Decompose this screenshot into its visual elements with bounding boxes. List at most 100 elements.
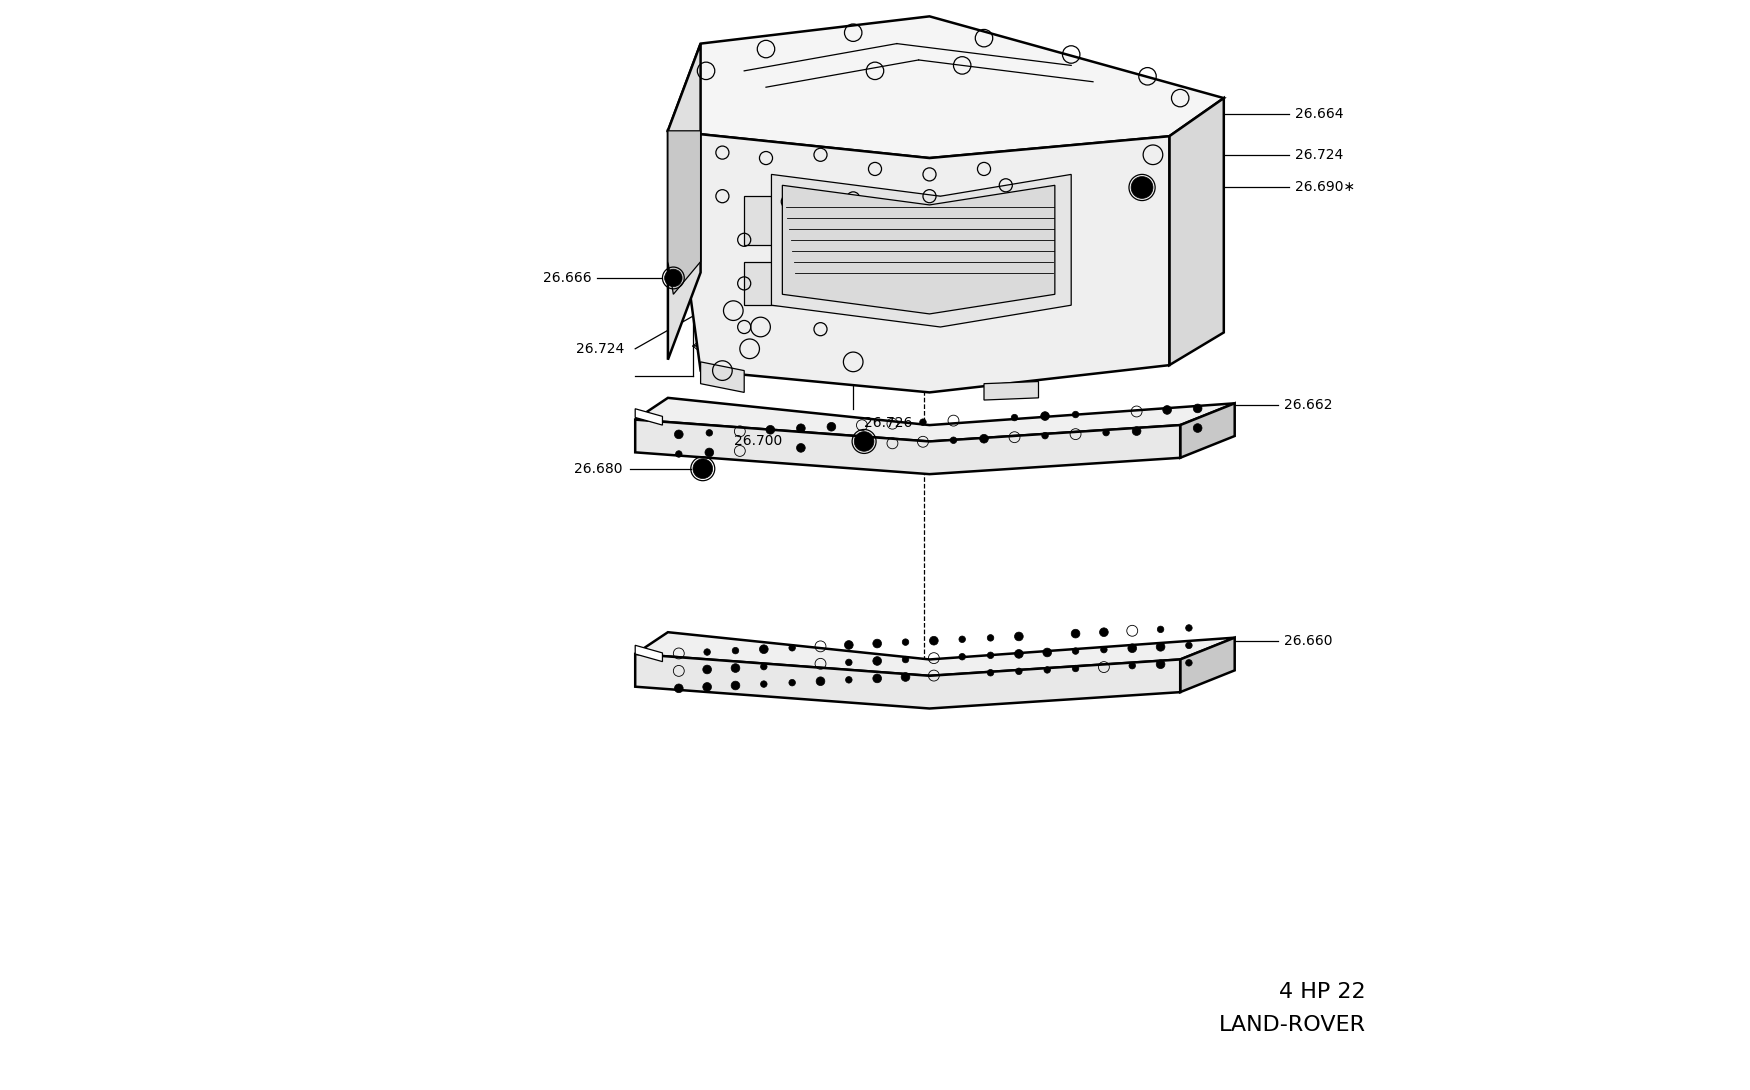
Polygon shape — [635, 409, 663, 425]
Circle shape — [1132, 427, 1141, 436]
Text: 26.662: 26.662 — [1284, 399, 1332, 412]
Text: 26.680: 26.680 — [574, 462, 621, 475]
Circle shape — [674, 431, 682, 439]
Circle shape — [1129, 663, 1136, 669]
Circle shape — [1130, 177, 1153, 198]
Circle shape — [1157, 626, 1164, 632]
Circle shape — [704, 649, 710, 655]
Circle shape — [1045, 667, 1050, 674]
Circle shape — [1015, 668, 1022, 675]
Polygon shape — [668, 16, 1223, 158]
Circle shape — [796, 444, 805, 452]
Circle shape — [980, 435, 989, 444]
Circle shape — [676, 451, 682, 458]
Circle shape — [1186, 659, 1192, 666]
Circle shape — [950, 437, 957, 444]
Polygon shape — [635, 632, 1236, 676]
Circle shape — [845, 677, 852, 683]
Circle shape — [828, 423, 836, 432]
Circle shape — [705, 448, 714, 457]
Circle shape — [1073, 665, 1078, 671]
Circle shape — [903, 639, 908, 645]
Text: 26.660: 26.660 — [1284, 634, 1332, 647]
Circle shape — [732, 664, 740, 673]
Circle shape — [761, 681, 766, 688]
Circle shape — [858, 440, 866, 449]
Circle shape — [1157, 642, 1166, 651]
Polygon shape — [668, 131, 1169, 392]
Polygon shape — [1169, 98, 1223, 365]
Circle shape — [796, 424, 805, 433]
Circle shape — [1043, 649, 1052, 657]
Bar — [744, 262, 984, 305]
Text: 26.724: 26.724 — [576, 342, 625, 355]
Polygon shape — [635, 654, 1180, 708]
Circle shape — [959, 654, 966, 661]
Circle shape — [845, 641, 854, 650]
Circle shape — [704, 682, 712, 691]
Circle shape — [1015, 632, 1024, 641]
Polygon shape — [668, 131, 700, 294]
Circle shape — [845, 659, 852, 666]
Text: 26.666: 26.666 — [542, 271, 592, 284]
Polygon shape — [668, 44, 700, 360]
Circle shape — [693, 459, 712, 479]
Polygon shape — [635, 398, 1236, 441]
Text: 26.690∗: 26.690∗ — [1295, 181, 1354, 194]
Text: 26.724: 26.724 — [1295, 148, 1342, 161]
Circle shape — [854, 432, 873, 451]
Circle shape — [1011, 414, 1018, 421]
Circle shape — [1099, 628, 1108, 637]
Polygon shape — [772, 174, 1071, 327]
Circle shape — [987, 634, 994, 641]
Text: LAND-ROVER: LAND-ROVER — [1218, 1015, 1365, 1034]
Circle shape — [732, 681, 740, 690]
Circle shape — [1073, 647, 1078, 654]
Circle shape — [1194, 404, 1202, 413]
Circle shape — [766, 425, 775, 434]
Circle shape — [1041, 412, 1050, 421]
Circle shape — [920, 419, 926, 425]
Circle shape — [1129, 644, 1136, 653]
Circle shape — [873, 674, 882, 682]
Polygon shape — [984, 382, 1038, 400]
Circle shape — [674, 685, 682, 693]
Circle shape — [704, 665, 712, 674]
Circle shape — [760, 645, 768, 654]
Circle shape — [789, 644, 796, 651]
Circle shape — [987, 669, 994, 676]
Circle shape — [1101, 646, 1108, 653]
Polygon shape — [635, 420, 1180, 474]
Circle shape — [959, 637, 966, 643]
Circle shape — [987, 652, 994, 658]
Polygon shape — [1180, 638, 1235, 692]
Circle shape — [929, 637, 938, 645]
Circle shape — [1073, 411, 1078, 417]
Bar — [744, 196, 963, 245]
Text: 26.664: 26.664 — [1295, 108, 1344, 121]
Circle shape — [903, 656, 908, 663]
Circle shape — [1194, 424, 1202, 433]
Polygon shape — [635, 645, 663, 662]
Text: 26.700: 26.700 — [733, 435, 782, 448]
Circle shape — [789, 679, 796, 686]
Circle shape — [901, 673, 910, 681]
Circle shape — [873, 656, 882, 665]
Text: 4 HP 22: 4 HP 22 — [1279, 982, 1365, 1002]
Circle shape — [761, 664, 766, 670]
Circle shape — [816, 677, 824, 686]
Circle shape — [732, 647, 738, 654]
Polygon shape — [782, 185, 1055, 314]
Circle shape — [1157, 659, 1166, 668]
Circle shape — [665, 269, 682, 287]
Text: 26.726: 26.726 — [864, 416, 912, 431]
Circle shape — [705, 429, 712, 436]
Circle shape — [873, 639, 882, 647]
Circle shape — [1102, 429, 1110, 436]
Circle shape — [1162, 405, 1171, 414]
Circle shape — [1015, 650, 1024, 658]
Circle shape — [1186, 642, 1192, 649]
Circle shape — [1186, 625, 1192, 631]
Polygon shape — [1180, 403, 1235, 458]
Polygon shape — [700, 362, 744, 392]
